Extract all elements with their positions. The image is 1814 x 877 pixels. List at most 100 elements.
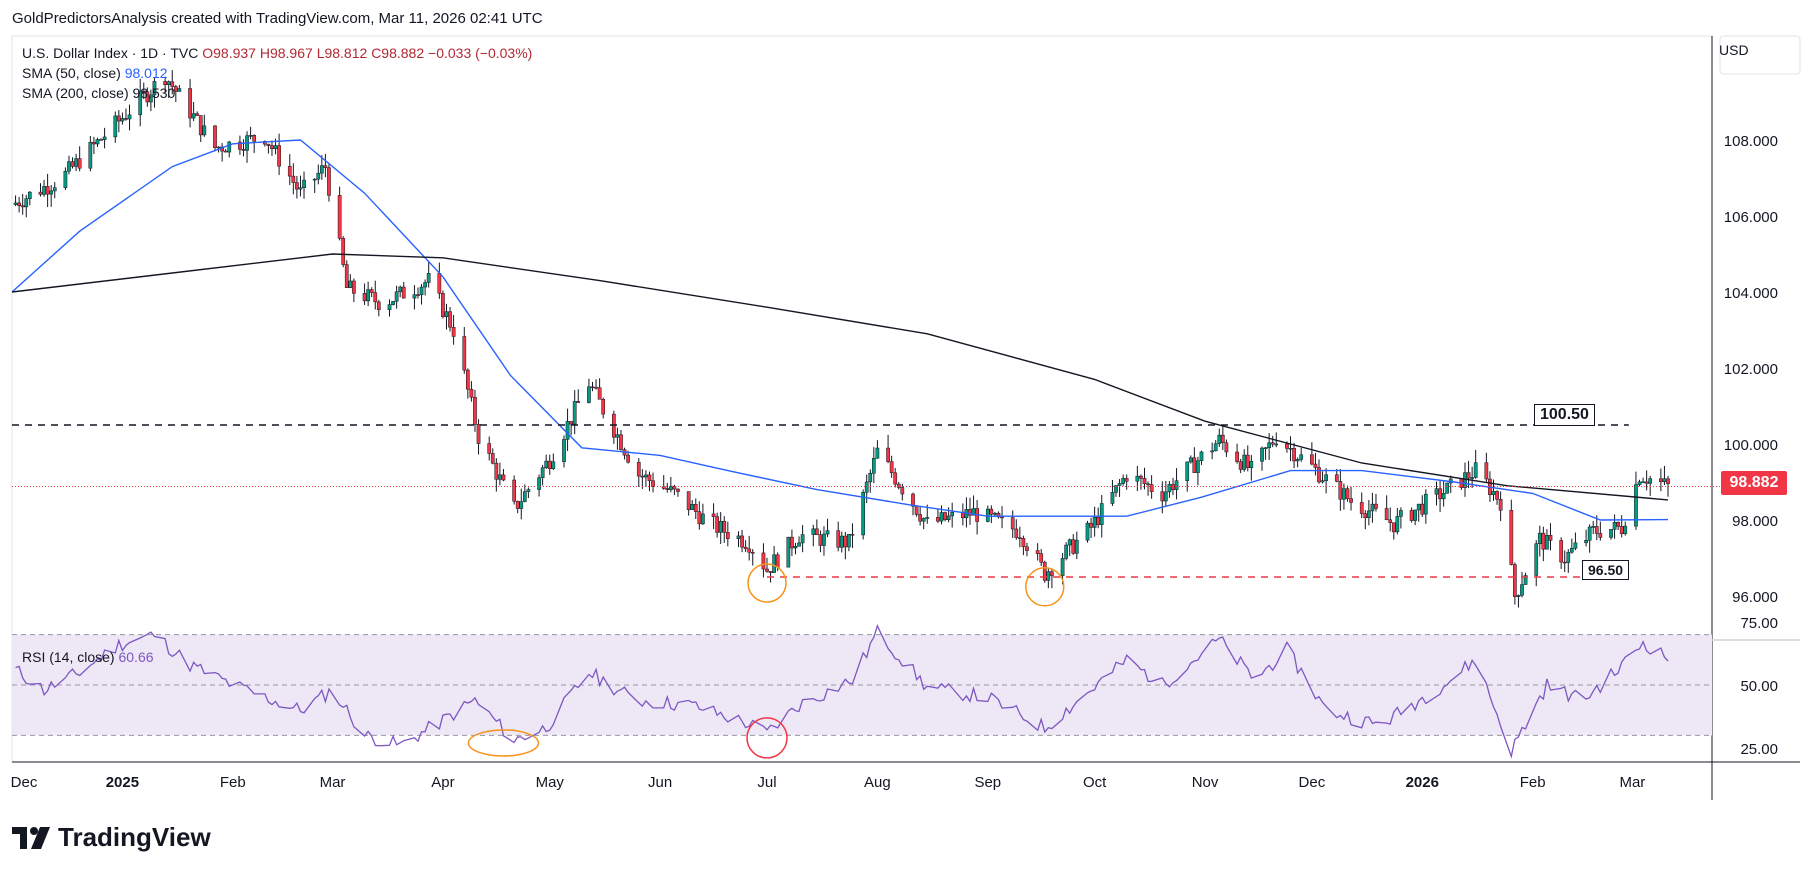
candle-body [362, 293, 367, 302]
candle-body [1562, 561, 1567, 564]
tradingview-logo[interactable]: TradingView [12, 822, 211, 853]
sma200-label: SMA (200, close) [22, 85, 129, 101]
candle-body [1235, 451, 1239, 462]
candle-body [1591, 526, 1596, 528]
candle-body [1338, 481, 1343, 500]
candle-body [636, 461, 641, 477]
candle-body [49, 190, 54, 195]
currency-box-frame[interactable] [1719, 35, 1801, 75]
candle-body [316, 172, 321, 180]
candle-body [1420, 503, 1425, 515]
currency-label[interactable]: USD [1719, 42, 1749, 58]
candle-body [1317, 467, 1321, 483]
candle-body [939, 512, 944, 522]
candle-body [1484, 462, 1489, 480]
candle-body [1124, 478, 1129, 482]
candle-body [551, 461, 556, 469]
candle-body [1541, 532, 1546, 550]
candle-body [786, 536, 791, 568]
sma50-legend[interactable]: SMA (50, close) 98.012 [22, 64, 168, 82]
candle-body [1513, 564, 1517, 597]
candle-body [668, 485, 673, 490]
candle-body [1021, 538, 1026, 548]
candle-body [918, 514, 922, 522]
candle-body [993, 512, 997, 515]
candle-body [1324, 474, 1328, 481]
candle-body [871, 457, 876, 474]
candle-body [1349, 498, 1353, 503]
support-label: 96.50 [1582, 560, 1630, 580]
candle-body [619, 434, 623, 450]
candle-body [1641, 481, 1645, 484]
candle-body [996, 512, 1001, 518]
candle-body [202, 125, 207, 136]
sma200-line[interactable] [11, 253, 1669, 501]
candle-body [1025, 546, 1029, 551]
candle-body [473, 396, 477, 425]
candle-body [1619, 526, 1624, 534]
candle-body [512, 479, 516, 502]
rsi-oversold-circle [746, 717, 788, 759]
candle-body [1516, 595, 1521, 597]
candle-body [38, 191, 43, 195]
rsi-axis-tick-50.00: 50.00 [1740, 678, 1778, 695]
price-axis-tick-100.000: 100.000 [1724, 437, 1778, 454]
rsi-oversold-ellipse [467, 729, 540, 757]
time-axis-tick-dec: Dec [11, 774, 38, 791]
candle-body [936, 517, 940, 522]
candle-body [615, 434, 620, 438]
sma200-legend[interactable]: SMA (200, close) 98.530 [22, 84, 175, 102]
candle-body [341, 238, 346, 265]
time-axis-tick-sep: Sep [974, 774, 1001, 791]
candle-body [1292, 448, 1296, 462]
candle-body [1388, 519, 1393, 523]
candle-body [825, 530, 830, 535]
candle-body [587, 386, 591, 403]
candle-body [1313, 463, 1318, 468]
candle-body [113, 115, 118, 138]
candle-body [1545, 535, 1549, 550]
candle-body [1089, 522, 1093, 528]
candle-body [1634, 484, 1638, 527]
candle-body [216, 146, 221, 149]
candle-body [1637, 481, 1642, 485]
time-axis-tick-dec: Dec [1299, 774, 1326, 791]
candle-body [1416, 503, 1421, 511]
candle-body [273, 145, 278, 149]
candle-body [1039, 553, 1044, 563]
close-value: C98.882 [371, 45, 425, 61]
time-axis-tick-2025: 2025 [106, 774, 139, 791]
candle-body [312, 178, 317, 181]
candle-body [1071, 539, 1076, 554]
candle-body [498, 474, 502, 480]
rsi-legend[interactable]: RSI (14, close) 60.66 [22, 648, 154, 666]
candle-body [839, 535, 844, 548]
candle-body [462, 336, 467, 371]
candle-body [914, 505, 919, 515]
candle-body [868, 472, 873, 483]
candle-body [1609, 529, 1613, 538]
candle-body [248, 135, 253, 137]
candle-body [1042, 561, 1047, 581]
candle-body [52, 187, 57, 192]
rsi-line[interactable] [15, 624, 1669, 759]
candle-body [1587, 526, 1592, 541]
candle-body [1213, 443, 1218, 452]
candle-body [601, 399, 606, 415]
candle-body [985, 508, 990, 522]
candle-body [1249, 461, 1254, 468]
candle-body [295, 182, 299, 190]
candle-body [465, 369, 470, 390]
candle-body [1559, 540, 1564, 563]
open-value: O98.937 [202, 45, 256, 61]
candle-body [1146, 483, 1150, 486]
candle-body [1566, 551, 1571, 563]
resistance-label: 100.50 [1534, 404, 1595, 426]
price-axis-tick-98.000: 98.000 [1732, 513, 1778, 530]
candle-body [198, 115, 203, 136]
sma50-line[interactable] [11, 139, 1669, 521]
candle-body [1245, 454, 1250, 468]
candle-body [1367, 510, 1371, 519]
candle-body [412, 294, 417, 299]
